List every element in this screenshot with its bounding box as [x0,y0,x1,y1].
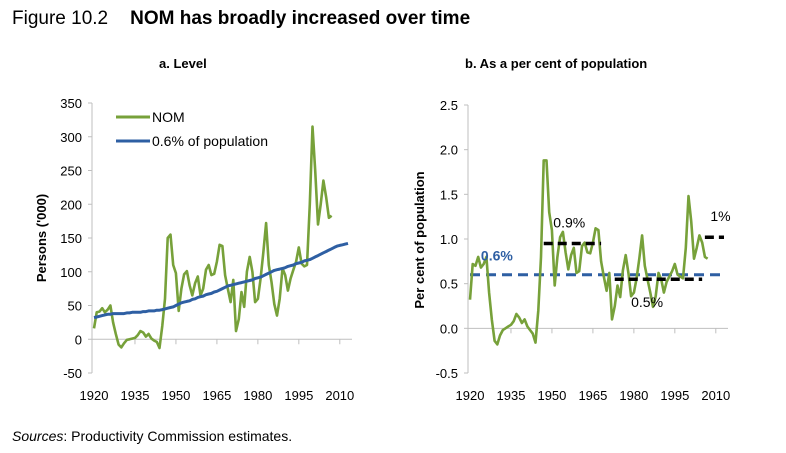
figure-heading: NOM has broadly increased over time [130,8,471,29]
panel-b-y-tick-label: 1.5 [440,187,458,202]
panel-a-y-tick-label: 300 [60,130,82,145]
panel-a-title: a. Level [159,56,207,71]
period-average-label: 1% [710,208,730,224]
panel-b-x-tick-label: 1995 [660,388,689,403]
panel-b-title: b. As a per cent of population [465,56,648,71]
panel-a-y-axis-title: Persons ('000) [34,194,49,282]
series-line-nom [92,125,333,350]
panel-a-x-tick-label: 1950 [161,388,190,403]
period-average-label: 0.9% [553,214,585,230]
panel-b-y-axis: -0.5 0.0 0.5 1.0 1.5 2.0 2.5 [436,98,469,381]
panel-a-x-tick-label: 1965 [202,388,231,403]
panel-b-x-tick-label: 1920 [456,388,485,403]
panel-a-legend: NOM 0.6% of population [116,109,268,149]
panel-b-x-axis: 1920 1935 1950 1965 1980 1995 2010 [456,327,730,403]
series-line-nom-percent [468,159,709,346]
panel-a-x-tick-label: 1995 [284,388,313,403]
source-note: Sources: Productivity Commission estimat… [12,428,292,444]
panel-a-y-tick-label: 50 [68,299,82,314]
panel-a-x-tick-label: 2010 [325,388,354,403]
panel-a-x-tick-label: 1920 [80,388,109,403]
panel-b-y-axis-title: Per cent of population [412,171,427,308]
panel-a-y-tick-label: 100 [60,265,82,280]
panel-a-y-tick-label: 200 [60,197,82,212]
panel-b-y-tick-label: 1.0 [440,232,458,247]
panel-a-y-tick-label: -50 [63,366,82,381]
panel-b-annotations: 0.9% 0.5% 1% 0.6% [481,208,731,310]
panel-b-y-tick-label: -0.5 [436,366,458,381]
panel-a-y-tick-label: 0 [75,332,82,347]
panel-a-x-axis: 1920 1935 1950 1965 1980 1995 2010 [80,338,354,403]
panel-a-x-tick-label: 1980 [243,388,272,403]
panel-b-y-tick-label: 2.0 [440,143,458,158]
panel-a-y-tick-label: 250 [60,164,82,179]
panel-b-x-tick-label: 1950 [537,388,566,403]
legend-label-population: 0.6% of population [152,133,268,149]
panel-a-series [92,125,349,350]
panel-a: Persons ('000) -50050100150200250300350 … [34,96,354,403]
panel-b: Per cent of population -0.5 0.0 0.5 1.0 1.5 2… [412,98,731,403]
panel-b-y-tick-label: 0.0 [440,321,458,336]
panel-a-y-axis: -50 0 50 100 150 200 250 300 350 [60,96,93,381]
series-line-population [93,241,349,320]
source-label: Sources [12,428,64,444]
panel-b-x-tick-label: 2010 [701,388,730,403]
legend-label-nom: NOM [152,109,185,125]
period-average-label: 0.5% [631,294,663,310]
figure-number: Figure 10.2 [12,8,109,29]
panel-a-y-tick-label: 150 [60,231,82,246]
panel-b-y-tick-label: 0.5 [440,277,458,292]
panel-b-series [468,159,724,346]
panel-b-x-tick-label: 1965 [578,388,607,403]
source-text: : Productivity Commission estimates. [63,428,293,444]
figure-title: Figure 10.2 NOM has broadly increased ove… [12,8,470,30]
panel-b-x-tick-label: 1980 [619,388,648,403]
reference-line-label: 0.6% [481,248,513,264]
panel-a-y-tick-label: 350 [60,96,82,111]
panel-b-x-tick-label: 1935 [497,388,526,403]
panel-b-y-tick-label: 2.5 [440,98,458,113]
panel-a-x-tick-label: 1935 [121,388,150,403]
